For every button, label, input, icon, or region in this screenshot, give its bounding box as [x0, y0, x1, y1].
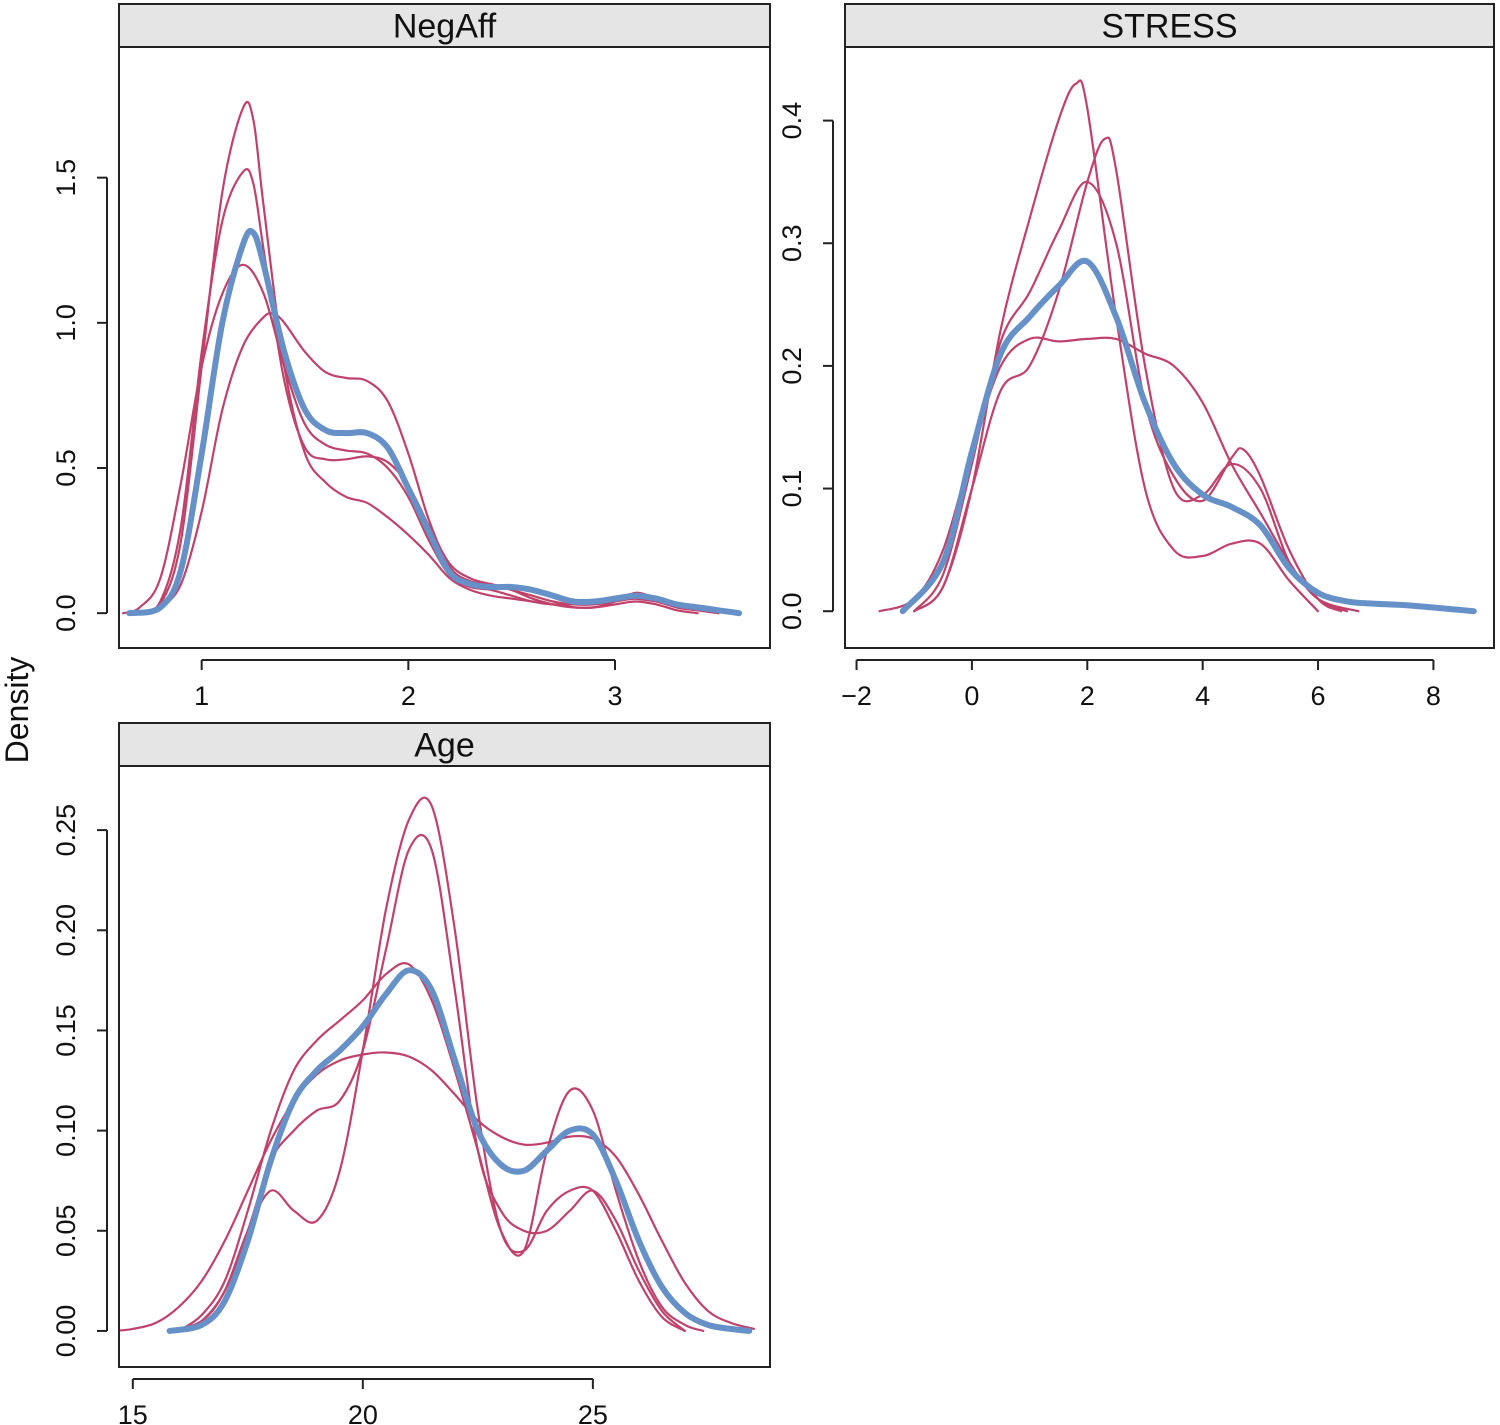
plot-frame-negaff: [118, 46, 771, 649]
y-tick-label-age: 0.25: [51, 804, 81, 857]
y-tick-label-age: 0.00: [51, 1305, 81, 1358]
x-tick-label-negaff: 3: [607, 681, 622, 711]
y-tick-label-negaff: 0.5: [51, 449, 81, 487]
x-axis-stress: −2 0 2 4 6 8: [841, 659, 1441, 711]
x-tick-label-age: 20: [348, 1400, 378, 1425]
density-curve-stress-imputed-4: [878, 336, 1360, 613]
strip-negaff: [118, 3, 771, 48]
y-tick-label-negaff: 1.0: [51, 304, 81, 342]
y-tick-label-negaff: 0.0: [51, 594, 81, 632]
x-tick-label-age: 25: [578, 1400, 608, 1425]
density-curve-stress-observed: [899, 257, 1477, 615]
y-tick-label-stress: 0.3: [777, 224, 807, 262]
y-axis-age: 0.00 0.05 0.10 0.15 0.20 0.25: [51, 804, 108, 1358]
y-axis-negaff: 0.0 0.5 1.0 1.5: [51, 159, 108, 632]
x-axis-negaff: 1 2 3: [194, 659, 623, 711]
curves-negaff: [122, 100, 742, 617]
y-tick-label-stress: 0.1: [777, 470, 807, 508]
plot-frame-stress: [844, 46, 1495, 649]
panel-title-age: Age: [414, 727, 475, 765]
density-curve-stress-imputed-2: [913, 136, 1348, 613]
x-tick-label-stress: −2: [841, 681, 872, 711]
y-tick-label-stress: 0.2: [777, 347, 807, 385]
x-tick-label-negaff: 2: [401, 681, 416, 711]
y-tick-label-stress: 0.4: [777, 102, 807, 140]
x-tick-label-stress: 0: [964, 681, 979, 711]
panel-stress: STRESS −2 0 2 4 6 8 0.0 0.1 0.2 0.3 0.4: [777, 3, 1495, 711]
x-tick-label-negaff: 1: [194, 681, 209, 711]
x-tick-label-stress: 2: [1080, 681, 1095, 711]
density-curve-age-observed: [166, 967, 753, 1334]
y-tick-label-age: 0.15: [51, 1004, 81, 1057]
plot-frame-age: [118, 765, 771, 1368]
x-tick-label-stress: 8: [1426, 681, 1441, 711]
density-curve-negaff-imputed-4: [142, 312, 699, 615]
x-tick-label-stress: 6: [1311, 681, 1326, 711]
panel-title-stress: STRESS: [1101, 8, 1237, 46]
density-curve-age-imputed-4: [119, 1051, 755, 1332]
y-tick-label-negaff: 1.5: [51, 159, 81, 197]
curves-stress: [878, 79, 1477, 615]
strip-age: [118, 722, 771, 767]
density-curve-stress-imputed-1: [913, 79, 1320, 613]
x-tick-label-age: 15: [118, 1400, 148, 1425]
density-curve-negaff-observed: [126, 228, 742, 617]
panels: NegAff 1 2 3 0.0 0.5 1.0 1.5 STRESS −2 0 2 4 6 8 0.0 0.1…: [51, 3, 1495, 1425]
y-tick-label-age: 0.20: [51, 904, 81, 957]
panel-negaff: NegAff 1 2 3 0.0 0.5 1.0 1.5: [51, 3, 771, 711]
x-tick-label-stress: 4: [1195, 681, 1210, 711]
y-tick-label-age: 0.05: [51, 1204, 81, 1257]
curves-age: [119, 796, 755, 1334]
density-curve-age-imputed-2: [177, 834, 686, 1332]
y-axis-title: Density: [0, 657, 35, 764]
y-axis-stress: 0.0 0.1 0.2 0.3 0.4: [777, 102, 834, 630]
panel-age: Age 15 20 25 0.00 0.05 0.10 0.15 0.20 0.25: [51, 722, 771, 1425]
panel-title-negaff: NegAff: [393, 8, 497, 46]
x-axis-age: 15 20 25: [118, 1378, 608, 1425]
y-tick-label-stress: 0.0: [777, 592, 807, 630]
y-tick-label-age: 0.10: [51, 1104, 81, 1157]
watermark: 掘金技术社区 @ 布客飞龙: [1180, 1364, 1466, 1392]
